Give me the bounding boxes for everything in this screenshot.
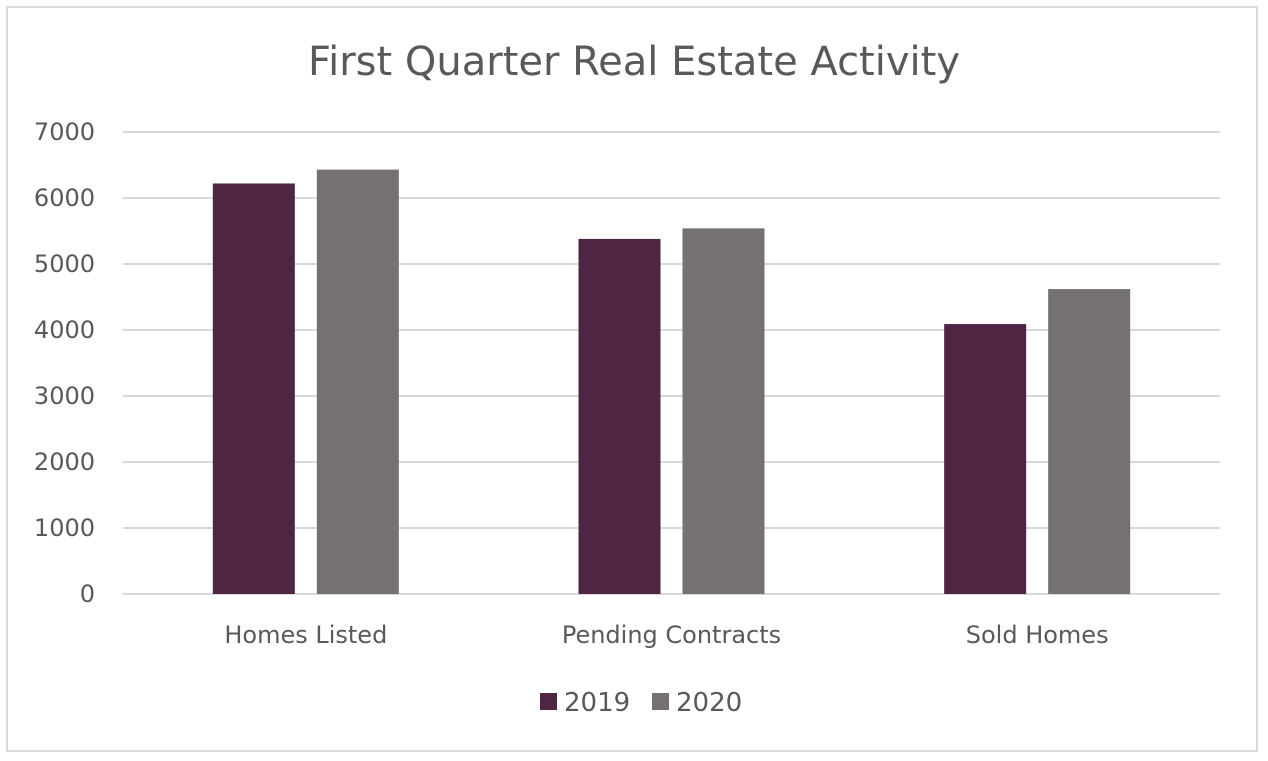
- category-label: Sold Homes: [966, 621, 1109, 649]
- category-label: Homes Listed: [224, 621, 387, 649]
- y-tick-label: 7000: [34, 118, 95, 146]
- bar-2019-homes-listed: [212, 183, 295, 595]
- y-tick-label: 2000: [34, 448, 95, 476]
- bars: [212, 169, 1131, 595]
- y-tick-label: 3000: [34, 382, 95, 410]
- category-labels: Homes Listed Pending Contracts Sold Homes: [224, 621, 1108, 649]
- gridlines: [123, 131, 1220, 595]
- category-label: Pending Contracts: [562, 621, 781, 649]
- bar-2020-pending-contracts: [682, 228, 765, 595]
- legend-label: 2020: [676, 688, 742, 718]
- bar-2020-homes-listed: [316, 169, 399, 594]
- legend-swatch: [540, 693, 557, 710]
- y-tick-label: 0: [80, 580, 95, 608]
- bar-2019-pending-contracts: [578, 238, 661, 595]
- legend-label: 2019: [564, 688, 630, 718]
- chart-title: First Quarter Real Estate Activity: [308, 39, 960, 85]
- y-tick-label: 1000: [34, 514, 95, 542]
- legend-swatch: [652, 693, 669, 710]
- y-tick-label: 4000: [34, 316, 95, 344]
- bar-2019-sold-homes: [944, 324, 1027, 594]
- bar-2020-sold-homes: [1048, 289, 1131, 594]
- legend: 2019 2020: [540, 688, 742, 718]
- y-axis-ticks: 0 1000 2000 3000 4000 5000 6000 7000: [34, 118, 95, 608]
- y-tick-label: 5000: [34, 250, 95, 278]
- y-tick-label: 6000: [34, 184, 95, 212]
